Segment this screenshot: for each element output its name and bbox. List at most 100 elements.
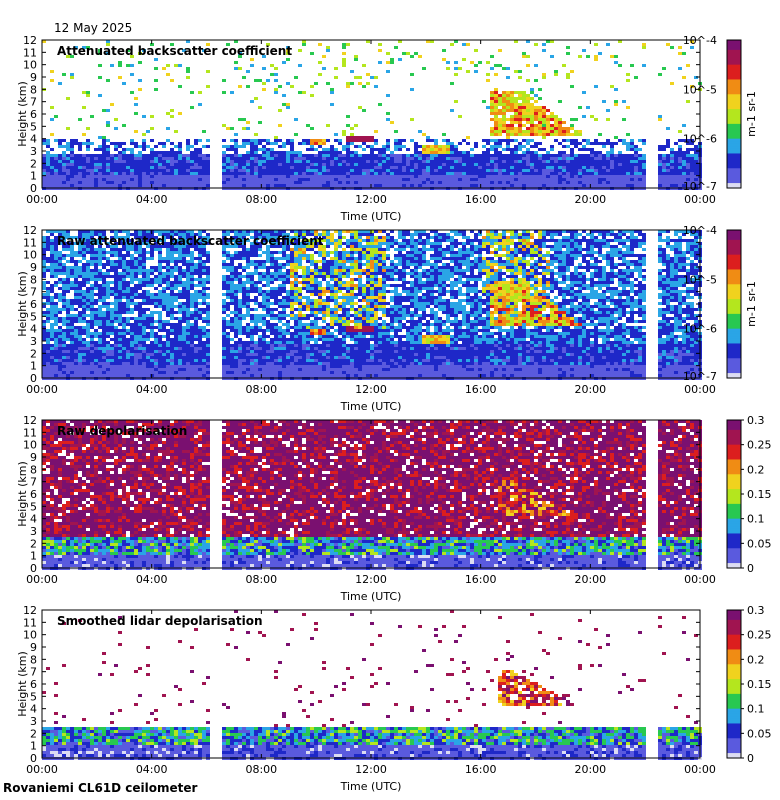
cell (126, 248, 130, 251)
cell (690, 148, 694, 151)
cell (362, 178, 366, 181)
cell (194, 278, 198, 281)
cell (182, 287, 186, 290)
cell (70, 157, 74, 160)
cell (158, 344, 162, 347)
cell (250, 175, 254, 178)
cell (642, 139, 646, 142)
cell (454, 73, 458, 76)
cell (82, 236, 86, 239)
cell (442, 163, 446, 166)
cell (326, 82, 330, 85)
cell (162, 326, 166, 329)
cell (182, 281, 186, 284)
cell (558, 160, 562, 163)
cell (70, 55, 74, 58)
cell (606, 166, 610, 169)
cell (582, 184, 586, 187)
cell (54, 359, 58, 362)
cell (78, 320, 82, 323)
cell (54, 293, 58, 296)
cell (606, 154, 610, 157)
cell (470, 61, 474, 64)
cell (78, 335, 82, 338)
cell (166, 338, 170, 341)
cell (202, 172, 206, 175)
cell (178, 290, 182, 293)
cell (162, 308, 166, 311)
cell (130, 371, 134, 374)
cell (310, 157, 314, 160)
colorbar-step (727, 81, 741, 85)
cell (258, 148, 262, 151)
cell (378, 160, 382, 163)
cell (186, 338, 190, 341)
cell (202, 254, 206, 257)
cell (498, 94, 502, 97)
cell (234, 172, 238, 175)
cell (522, 106, 526, 109)
cell (66, 55, 70, 58)
cell (582, 178, 586, 181)
cell (410, 88, 414, 91)
cell (470, 175, 474, 178)
cell (426, 178, 430, 181)
cell (602, 145, 606, 148)
cell (678, 175, 682, 178)
cell (90, 317, 94, 320)
cell (54, 251, 58, 254)
cell (54, 338, 58, 341)
cell (598, 169, 602, 172)
cell (154, 154, 158, 157)
cell (122, 257, 126, 260)
cell (538, 112, 542, 115)
cell (46, 184, 50, 187)
cell (506, 100, 510, 103)
cell (318, 166, 322, 169)
cell (206, 323, 210, 326)
cell (518, 70, 522, 73)
cell (438, 154, 442, 157)
cell (678, 154, 682, 157)
cell (114, 305, 118, 308)
cell (398, 148, 402, 151)
cell (138, 317, 142, 320)
cell (98, 278, 102, 281)
cell (394, 172, 398, 175)
cell (554, 73, 558, 76)
cell (262, 157, 266, 160)
cell (54, 248, 58, 251)
cell (586, 157, 590, 160)
cell (686, 151, 690, 154)
cell (254, 133, 258, 136)
cell (370, 136, 374, 139)
cell (318, 160, 322, 163)
cell (158, 160, 162, 163)
cell (694, 175, 698, 178)
y-tick-label: 3 (30, 145, 37, 158)
cell (678, 46, 682, 49)
cell (42, 338, 46, 341)
cell (234, 67, 238, 70)
cell (198, 326, 202, 329)
cell (606, 163, 610, 166)
cell (262, 55, 266, 58)
cell (178, 356, 182, 359)
colorbar-step (727, 69, 741, 73)
cell (70, 371, 74, 374)
cell (258, 106, 262, 109)
cell (542, 175, 546, 178)
cell (82, 157, 86, 160)
cell (130, 287, 134, 290)
cell (222, 178, 226, 181)
cell (198, 338, 202, 341)
cell (130, 257, 134, 260)
cell (398, 172, 402, 175)
cell (638, 175, 642, 178)
cell (570, 178, 574, 181)
cell (114, 353, 118, 356)
cell (558, 151, 562, 154)
cell (190, 160, 194, 163)
cell (66, 260, 70, 263)
cell (110, 368, 114, 371)
